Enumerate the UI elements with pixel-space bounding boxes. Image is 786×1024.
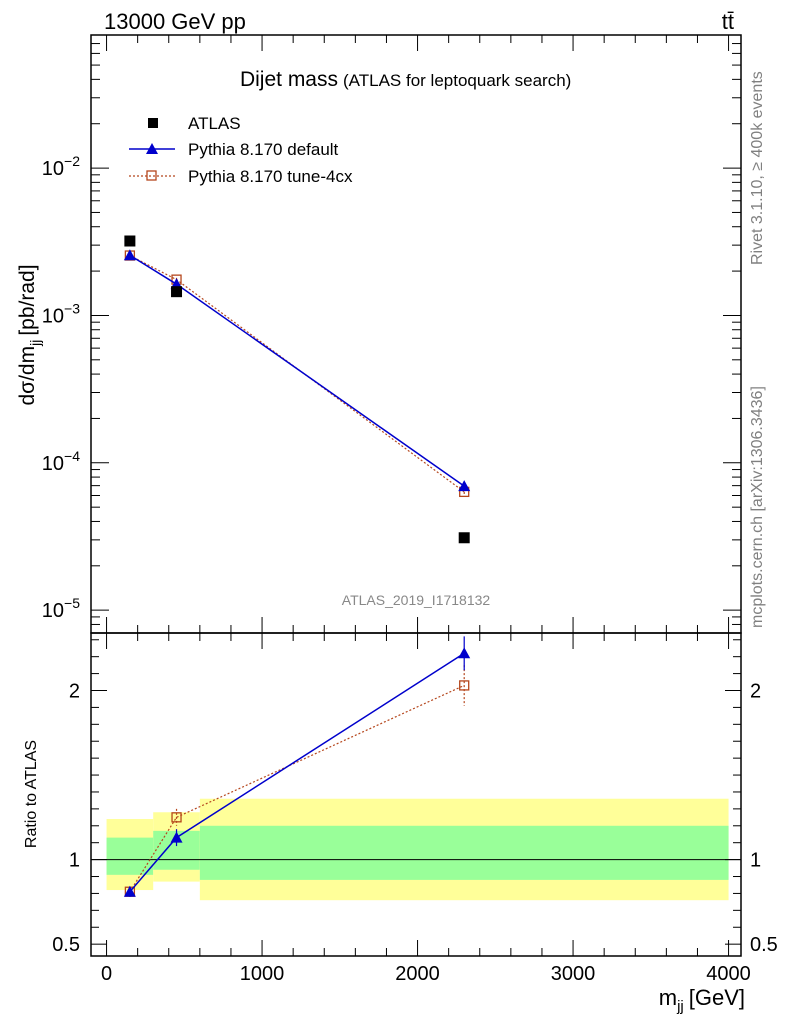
series-line-ratio-tune	[129, 684, 465, 893]
rivet-label: Rivet 3.1.10, ≥ 400k events	[749, 71, 766, 265]
ratio-y-tick-label: 0.5	[52, 934, 80, 956]
ratio-panel: 0.5 0.5 1 1 2 2 0 1000 2000 3000 4000 Ratio to AT…	[23, 632, 778, 1015]
legend-label-default: Pythia 8.170 default	[188, 140, 339, 159]
main-y-tick-base: 10	[42, 158, 64, 180]
energy-label: 13000 GeV pp	[104, 9, 246, 34]
analysis-label: ATLAS_2019_I1718132	[342, 592, 491, 608]
marker-ratio-tune	[171, 812, 182, 823]
y-axis-label-main: dσ/dm	[16, 346, 39, 406]
main-y-tick-label: 10−3	[42, 300, 80, 327]
ratio-y-tick-label: 2	[69, 680, 80, 702]
marker-main-data	[458, 532, 470, 544]
main-y-axis: 10−510−410−310−2	[42, 34, 741, 634]
main-y-tick-base: 10	[42, 305, 64, 327]
ratio-x-tick-label: 3000	[551, 963, 596, 985]
svg-text:dσ/dmjj[pb/rad]: dσ/dmjj [pb/rad]	[16, 264, 43, 405]
ratio-y-axis: 0.5 0.5 1 1 2 2	[52, 639, 778, 956]
main-x-ticks	[106, 35, 730, 633]
main-y-tick-exp: −4	[64, 448, 80, 464]
ratio-y-tick-label-right: 1	[750, 850, 761, 872]
marker-main-data	[171, 286, 183, 298]
legend-marker-default	[146, 143, 158, 154]
y-axis-label-sub: jj	[27, 340, 43, 347]
main-y-tick-label: 10−2	[42, 153, 80, 180]
x-axis-label-unit: [GeV]	[689, 985, 745, 1010]
ratio-band-inner	[199, 825, 729, 880]
legend: ATLAS Pythia 8.170 default Pythia 8.170 …	[129, 114, 353, 186]
main-y-tick-label: 10−4	[42, 448, 80, 475]
ratio-series-layer	[123, 636, 471, 897]
legend-label-atlas: ATLAS	[188, 114, 241, 133]
x-axis-label-main: m	[659, 985, 677, 1010]
ratio-frame	[90, 632, 742, 957]
y-axis-label-unit: [pb/rad]	[16, 264, 39, 335]
marker-ratio-default	[123, 885, 136, 897]
x-axis-label: mjj [GeV]	[659, 985, 745, 1015]
process-label: tt̄	[722, 9, 734, 34]
legend-label-tune: Pythia 8.170 tune-4cx	[188, 167, 353, 186]
main-y-tick-base: 10	[42, 600, 64, 622]
marker-main-default	[458, 480, 471, 492]
main-y-tick-base: 10	[42, 453, 64, 475]
ratio-x-tick-label: 0	[101, 963, 112, 985]
legend-marker-tune	[146, 170, 157, 181]
ratio-x-tick-label: 2000	[395, 963, 440, 985]
ratio-band-inner	[106, 837, 154, 875]
x-axis-label-sub: jj	[676, 998, 684, 1015]
legend-marker-atlas	[148, 118, 158, 128]
ratio-y-tick-label-right: 2	[750, 680, 761, 702]
marker-ratio-tune	[459, 680, 470, 691]
marker-ratio-default	[170, 831, 183, 843]
main-y-tick-exp: −2	[64, 153, 80, 169]
main-y-tick-exp: −5	[64, 595, 80, 611]
y-axis-label: dσ/dmjj [pb/rad]	[16, 264, 43, 405]
ratio-x-tick-label: 1000	[240, 963, 285, 985]
marker-ratio-default	[458, 647, 471, 659]
main-y-tick-label: 10−5	[42, 595, 80, 622]
main-panel: 10−510−410−310−2 Dijet mass (ATLAS for l…	[16, 34, 742, 634]
ratio-y-tick-label: 1	[69, 850, 80, 872]
chart-subtitle: (ATLAS for leptoquark search)	[343, 71, 571, 90]
main-series-layer	[123, 235, 471, 544]
ratio-uncertainty-bands	[106, 798, 729, 901]
main-y-tick-exp: −3	[64, 300, 80, 316]
marker-main-default	[123, 249, 136, 261]
mcplots-label: mcplots.cern.ch [arXiv:1306.3436]	[749, 386, 766, 628]
marker-main-data	[124, 235, 136, 247]
ratio-y-axis-label: Ratio to ATLAS	[23, 740, 40, 848]
chart-title: Dijet mass	[240, 68, 338, 91]
ratio-x-tick-label: 4000	[706, 963, 751, 985]
ratio-x-axis: 0 1000 2000 3000 4000	[101, 633, 751, 985]
ratio-y-axis-label-text: Ratio to ATLAS	[23, 740, 40, 848]
ratio-y-tick-label-right: 0.5	[750, 934, 778, 956]
